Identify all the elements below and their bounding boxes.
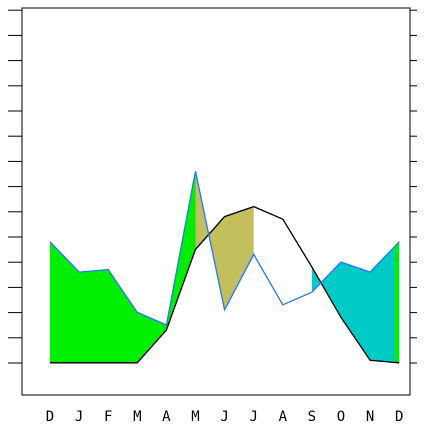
x-tick-label-7: J	[249, 409, 257, 425]
x-tick-label-0: D	[46, 409, 54, 425]
fill-region-0	[50, 171, 196, 363]
plot-frame	[21, 7, 411, 396]
x-tick-label-3: M	[133, 409, 141, 425]
x-tick-label-11: N	[366, 409, 374, 425]
fill-region-2	[311, 241, 400, 363]
x-tick-label-4: A	[162, 409, 171, 425]
x-tick-label-5: M	[191, 409, 199, 425]
x-tick-label-1: J	[75, 409, 83, 425]
series-line-1	[49, 171, 400, 326]
y-ticks-right	[410, 9, 417, 364]
fill-region-3	[394, 241, 400, 363]
series-lines	[49, 171, 400, 364]
x-tick-label-10: O	[337, 409, 345, 425]
x-tick-label-12: D	[395, 409, 403, 425]
x-tick-label-8: A	[279, 409, 288, 425]
x-tick-label-9: S	[308, 409, 316, 425]
series-line-0	[50, 205, 400, 364]
x-tick-label-2: F	[104, 409, 112, 425]
x-tick-label-6: J	[220, 409, 228, 425]
filled-regions	[50, 171, 400, 363]
fill-region-1	[195, 171, 254, 310]
y-ticks-left	[8, 9, 22, 364]
